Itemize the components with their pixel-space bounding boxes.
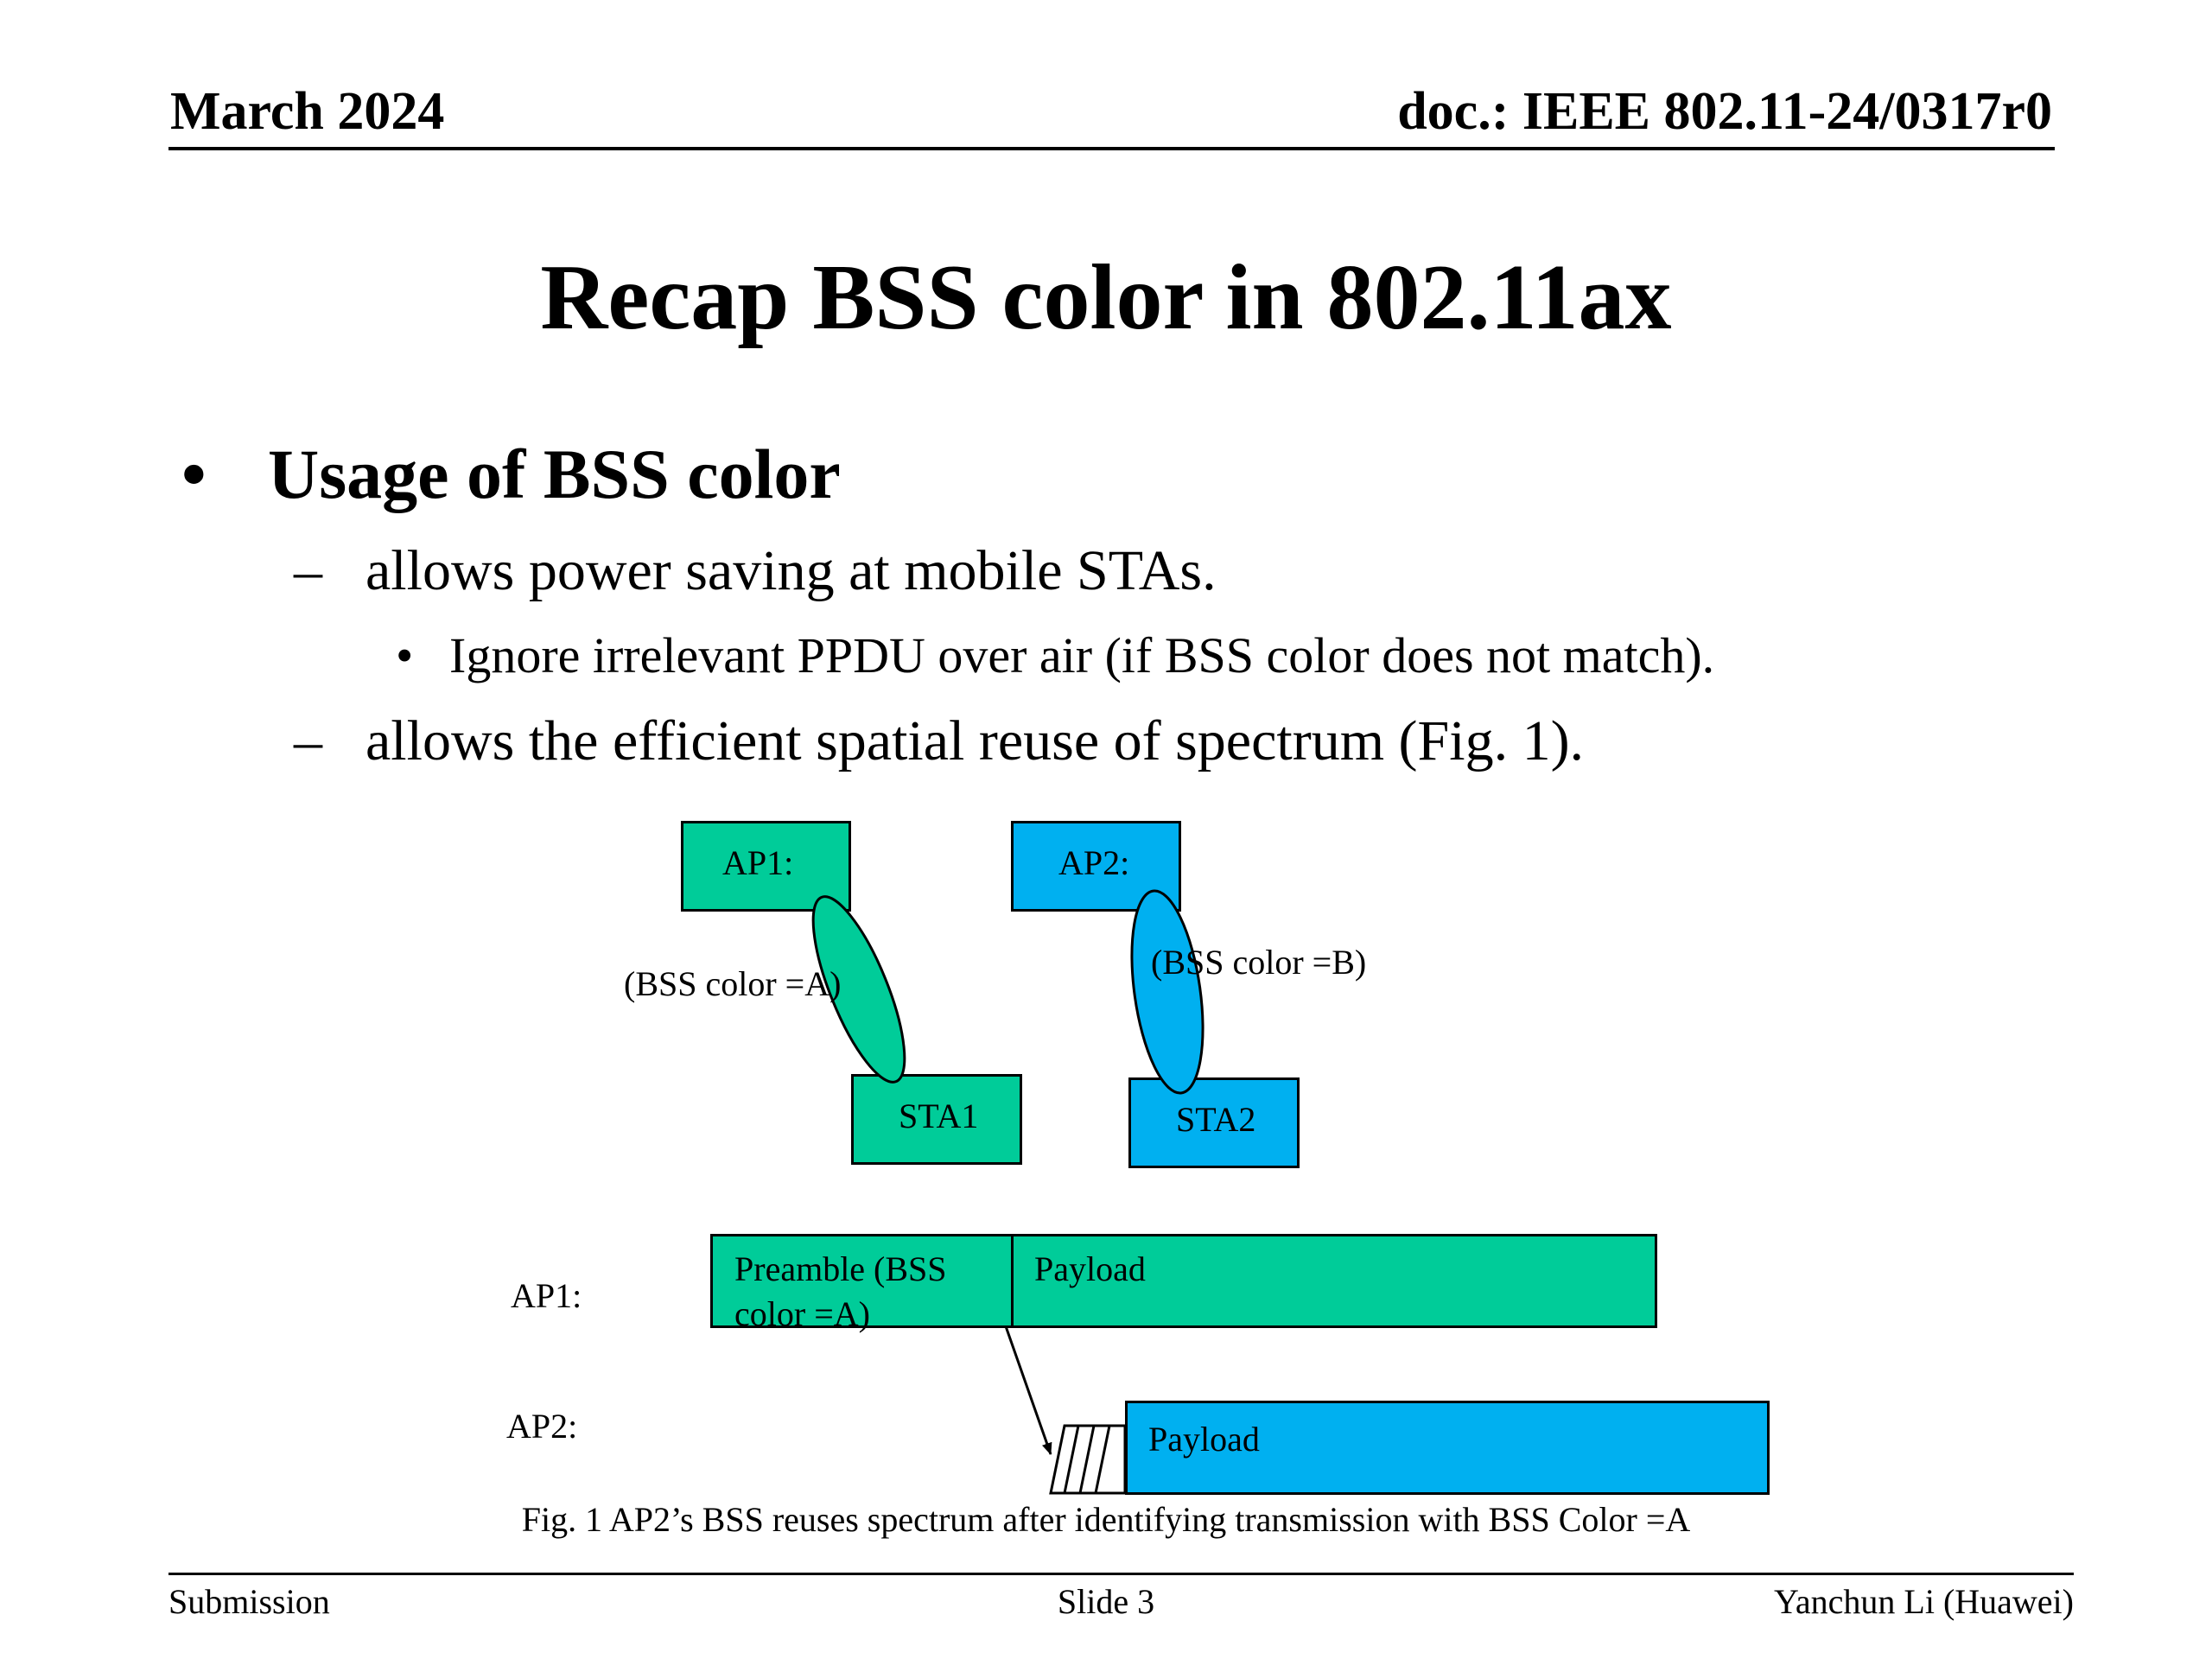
ap2-hatched-preamble: [1049, 1424, 1127, 1495]
figure-caption: Fig. 1 AP2’s BSS reuses spectrum after i…: [521, 1500, 1691, 1539]
sta1-box: STA1: [851, 1074, 1022, 1165]
bss-b-link-ellipse: [1130, 889, 1205, 1095]
footer-slide-number: Slide 3: [1057, 1582, 1155, 1621]
sta1-box-label: STA1: [899, 1096, 979, 1135]
sub-sub-item-ignore-ppdu-text: Ignore irrelevant PPDU over air (if BSS …: [449, 627, 1715, 683]
bss-color-b-label: (BSS color =B): [1151, 943, 1367, 982]
footer-submission: Submission: [168, 1582, 330, 1621]
header-doc-id: doc.: IEEE 802.11-24/0317r0: [1397, 82, 2052, 141]
header-date: March 2024: [170, 82, 445, 141]
footer-divider: [168, 1573, 2074, 1575]
preamble-line-1: Preamble (BSS: [734, 1249, 947, 1288]
ap1-box-label: AP1:: [722, 843, 794, 882]
slide-title: Recap BSS color in 802.11ax: [540, 246, 1672, 349]
dash-marker: –: [294, 709, 322, 772]
bullet-dot: •: [396, 627, 414, 683]
bullet-dot: •: [181, 435, 207, 513]
ap2-box-label: AP2:: [1058, 843, 1130, 882]
bss-color-a-label: (BSS color =A): [624, 964, 842, 1003]
ap1-payload-block: Payload: [1011, 1234, 1657, 1328]
bullet-usage-text: Usage of BSS color: [268, 435, 841, 513]
ap1-payload-label: Payload: [1034, 1249, 1146, 1288]
sta2-box: STA2: [1128, 1077, 1300, 1168]
footer-author: Yanchun Li (Huawei): [1774, 1582, 2074, 1621]
ap1-preamble-block: Preamble (BSS color =A): [710, 1234, 1014, 1333]
sub-item-power-saving-text: allows power saving at mobile STAs.: [365, 539, 1217, 602]
ap2-payload-label: Payload: [1148, 1420, 1260, 1459]
dash-marker: –: [294, 539, 322, 602]
timeline-ap1-label: AP1:: [511, 1276, 582, 1315]
header-divider: [168, 147, 2055, 150]
ap2-payload-block: Payload: [1125, 1401, 1770, 1495]
timeline-ap2-label: AP2:: [506, 1407, 578, 1446]
sta2-box-label: STA2: [1176, 1100, 1256, 1139]
sub-item-spatial-reuse-text: allows the efficient spatial reuse of sp…: [365, 709, 1585, 772]
bss-a-link-ellipse: [811, 895, 906, 1084]
preamble-line-2: color =A): [734, 1294, 870, 1333]
bullet-usage: • Usage of BSS color: [181, 435, 841, 513]
color-detect-arrow: [1004, 1325, 1052, 1455]
